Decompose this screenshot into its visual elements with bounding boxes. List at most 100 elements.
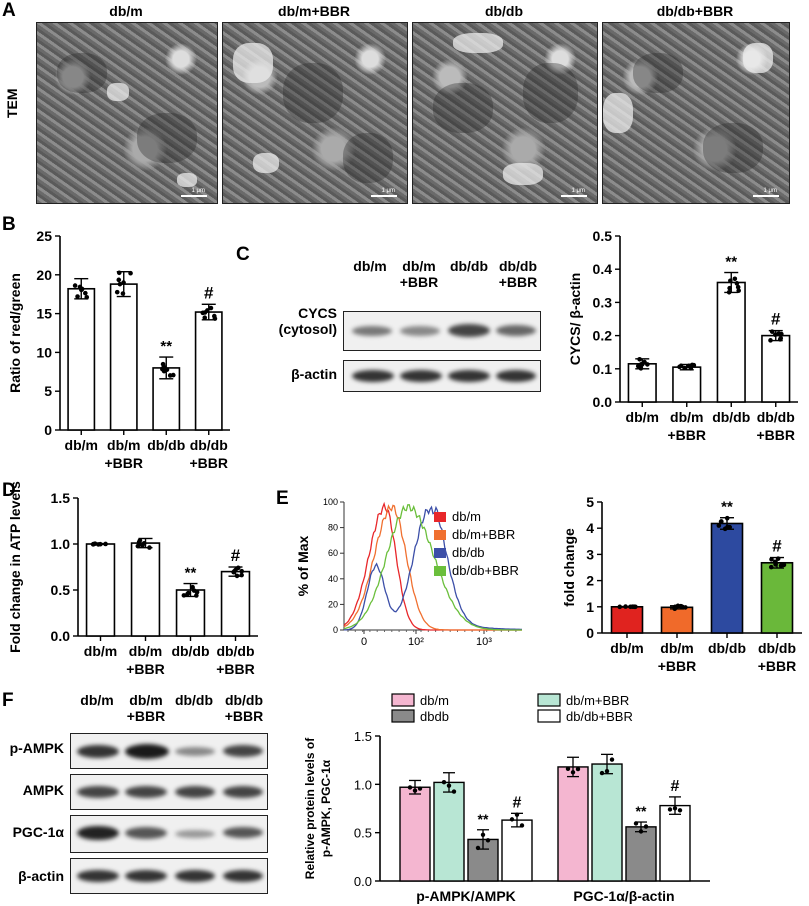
series-line-3	[343, 504, 522, 631]
significance-label: #	[204, 283, 214, 302]
y-tick-label: 5	[586, 494, 594, 510]
bar	[220, 570, 251, 637]
chart-e-bar: 0 1 2 3 4 5 fold change db/m db/m +BBR ** db/db # db/…	[561, 494, 802, 674]
data-point	[726, 290, 732, 295]
data-point	[732, 276, 738, 282]
y-tick-label: 0	[44, 422, 52, 438]
legend-swatch	[537, 709, 561, 723]
x-tick-label: db/db	[171, 643, 209, 659]
data-point	[727, 524, 732, 530]
y-tick-label: 3	[586, 546, 594, 562]
data-point	[734, 281, 740, 286]
y-axis-label: % of Max	[295, 535, 311, 596]
data-point	[194, 593, 199, 598]
data-point	[161, 364, 167, 370]
data-point	[773, 562, 778, 567]
data-point	[161, 368, 167, 374]
y-tick-label: 20	[328, 599, 338, 609]
data-point	[83, 290, 88, 296]
legend-swatch	[537, 693, 561, 707]
y-axis-label: p-AMPK, PGC-1α	[319, 759, 333, 857]
data-point	[677, 808, 683, 813]
tem-image-dbdb: 1 μm	[412, 22, 598, 204]
chart-d: 0.0 0.5 1.0 1.5 Fold change in ATP levels db/…	[7, 481, 258, 677]
x-tick-label: 10³	[476, 636, 492, 648]
data-point	[185, 591, 190, 597]
y-axis-label: CYCS/ β-actin	[567, 273, 583, 366]
data-point	[677, 364, 682, 370]
x-tick-label: 10²	[408, 636, 424, 648]
data-point	[137, 541, 142, 547]
data-point	[728, 278, 733, 284]
c-lane-label: db/m	[353, 258, 387, 274]
data-point	[604, 769, 610, 774]
f-lane-label: db/m	[80, 692, 114, 708]
y-tick-label: 60	[328, 548, 338, 558]
bar	[761, 334, 791, 403]
y-tick-label: 40	[328, 574, 338, 584]
chart-e-histogram: 0 20 40 60 80 100 % of Max 0 10² 10³ db/m db/m+BBR d…	[295, 497, 522, 648]
data-point	[599, 770, 605, 776]
data-point	[446, 783, 452, 788]
legend-label: db/m+BBR	[566, 693, 629, 708]
panel-label-f: F	[2, 690, 14, 711]
data-point	[509, 817, 515, 822]
data-point	[485, 838, 491, 843]
data-point	[633, 821, 639, 826]
x-tick-label: 0	[361, 636, 367, 648]
data-point	[91, 541, 96, 547]
bar	[660, 606, 694, 634]
y-tick-label: 4	[586, 520, 594, 536]
x-tick-label: db/m	[626, 409, 659, 425]
data-point	[235, 565, 241, 571]
legend-label: db/m+BBR	[452, 527, 515, 542]
data-point	[575, 766, 581, 772]
y-tick-label: 0.2	[593, 328, 613, 344]
bar	[760, 561, 794, 634]
data-point	[234, 573, 240, 579]
x-tick-label: db/db	[147, 437, 185, 453]
data-point	[716, 523, 722, 528]
y-tick-label: 25	[36, 228, 52, 244]
data-point	[519, 823, 525, 828]
tem-image-dbm: 1 μm	[36, 22, 218, 204]
data-point	[724, 515, 730, 521]
x-tick-label: db/m +BBR	[126, 643, 165, 677]
panel-label-d: D	[2, 480, 16, 501]
y-tick-label: 1.5	[51, 490, 71, 506]
data-point	[480, 832, 486, 837]
y-tick-label: 1.5	[354, 729, 372, 744]
data-point	[609, 757, 615, 762]
tem-side-label: TEM	[4, 88, 20, 118]
y-tick-label: 0.0	[354, 874, 372, 889]
c-lane-label: db/db +BBR	[498, 258, 538, 290]
chart-c: 0.0 0.1 0.2 0.3 0.4 0.5 CYCS/ β-actin db/m db/m +…	[567, 228, 798, 443]
y-tick-label: 1.0	[51, 536, 71, 552]
data-point	[778, 335, 784, 341]
x-tick-label: db/db +BBR	[216, 643, 255, 677]
y-tick-label: 0.4	[593, 261, 613, 277]
bar	[67, 287, 96, 431]
data-point	[722, 526, 728, 532]
x-tick-label: db/db +BBR	[189, 437, 228, 471]
significance-label: **	[478, 811, 489, 827]
data-point	[735, 284, 741, 290]
data-point	[775, 556, 781, 561]
x-group-label: PGC-1α/β-actin	[573, 888, 674, 904]
f-row-label-pampk: p-AMPK	[9, 740, 64, 756]
data-point	[147, 545, 152, 550]
legend-swatch	[434, 530, 446, 540]
bar	[85, 543, 116, 637]
f-blot-pgc	[70, 815, 268, 853]
significance-label: **	[160, 338, 172, 355]
data-point	[475, 845, 481, 851]
f-row-label-ampk: AMPK	[22, 782, 64, 798]
data-point	[114, 289, 120, 295]
data-point	[208, 305, 214, 311]
x-tick-label: db/m +BBR	[667, 409, 706, 443]
y-tick-label: 0.1	[593, 361, 613, 377]
bar	[659, 804, 691, 882]
bar	[175, 589, 206, 637]
y-tick-label: 0.5	[354, 826, 372, 841]
data-point	[95, 542, 101, 547]
